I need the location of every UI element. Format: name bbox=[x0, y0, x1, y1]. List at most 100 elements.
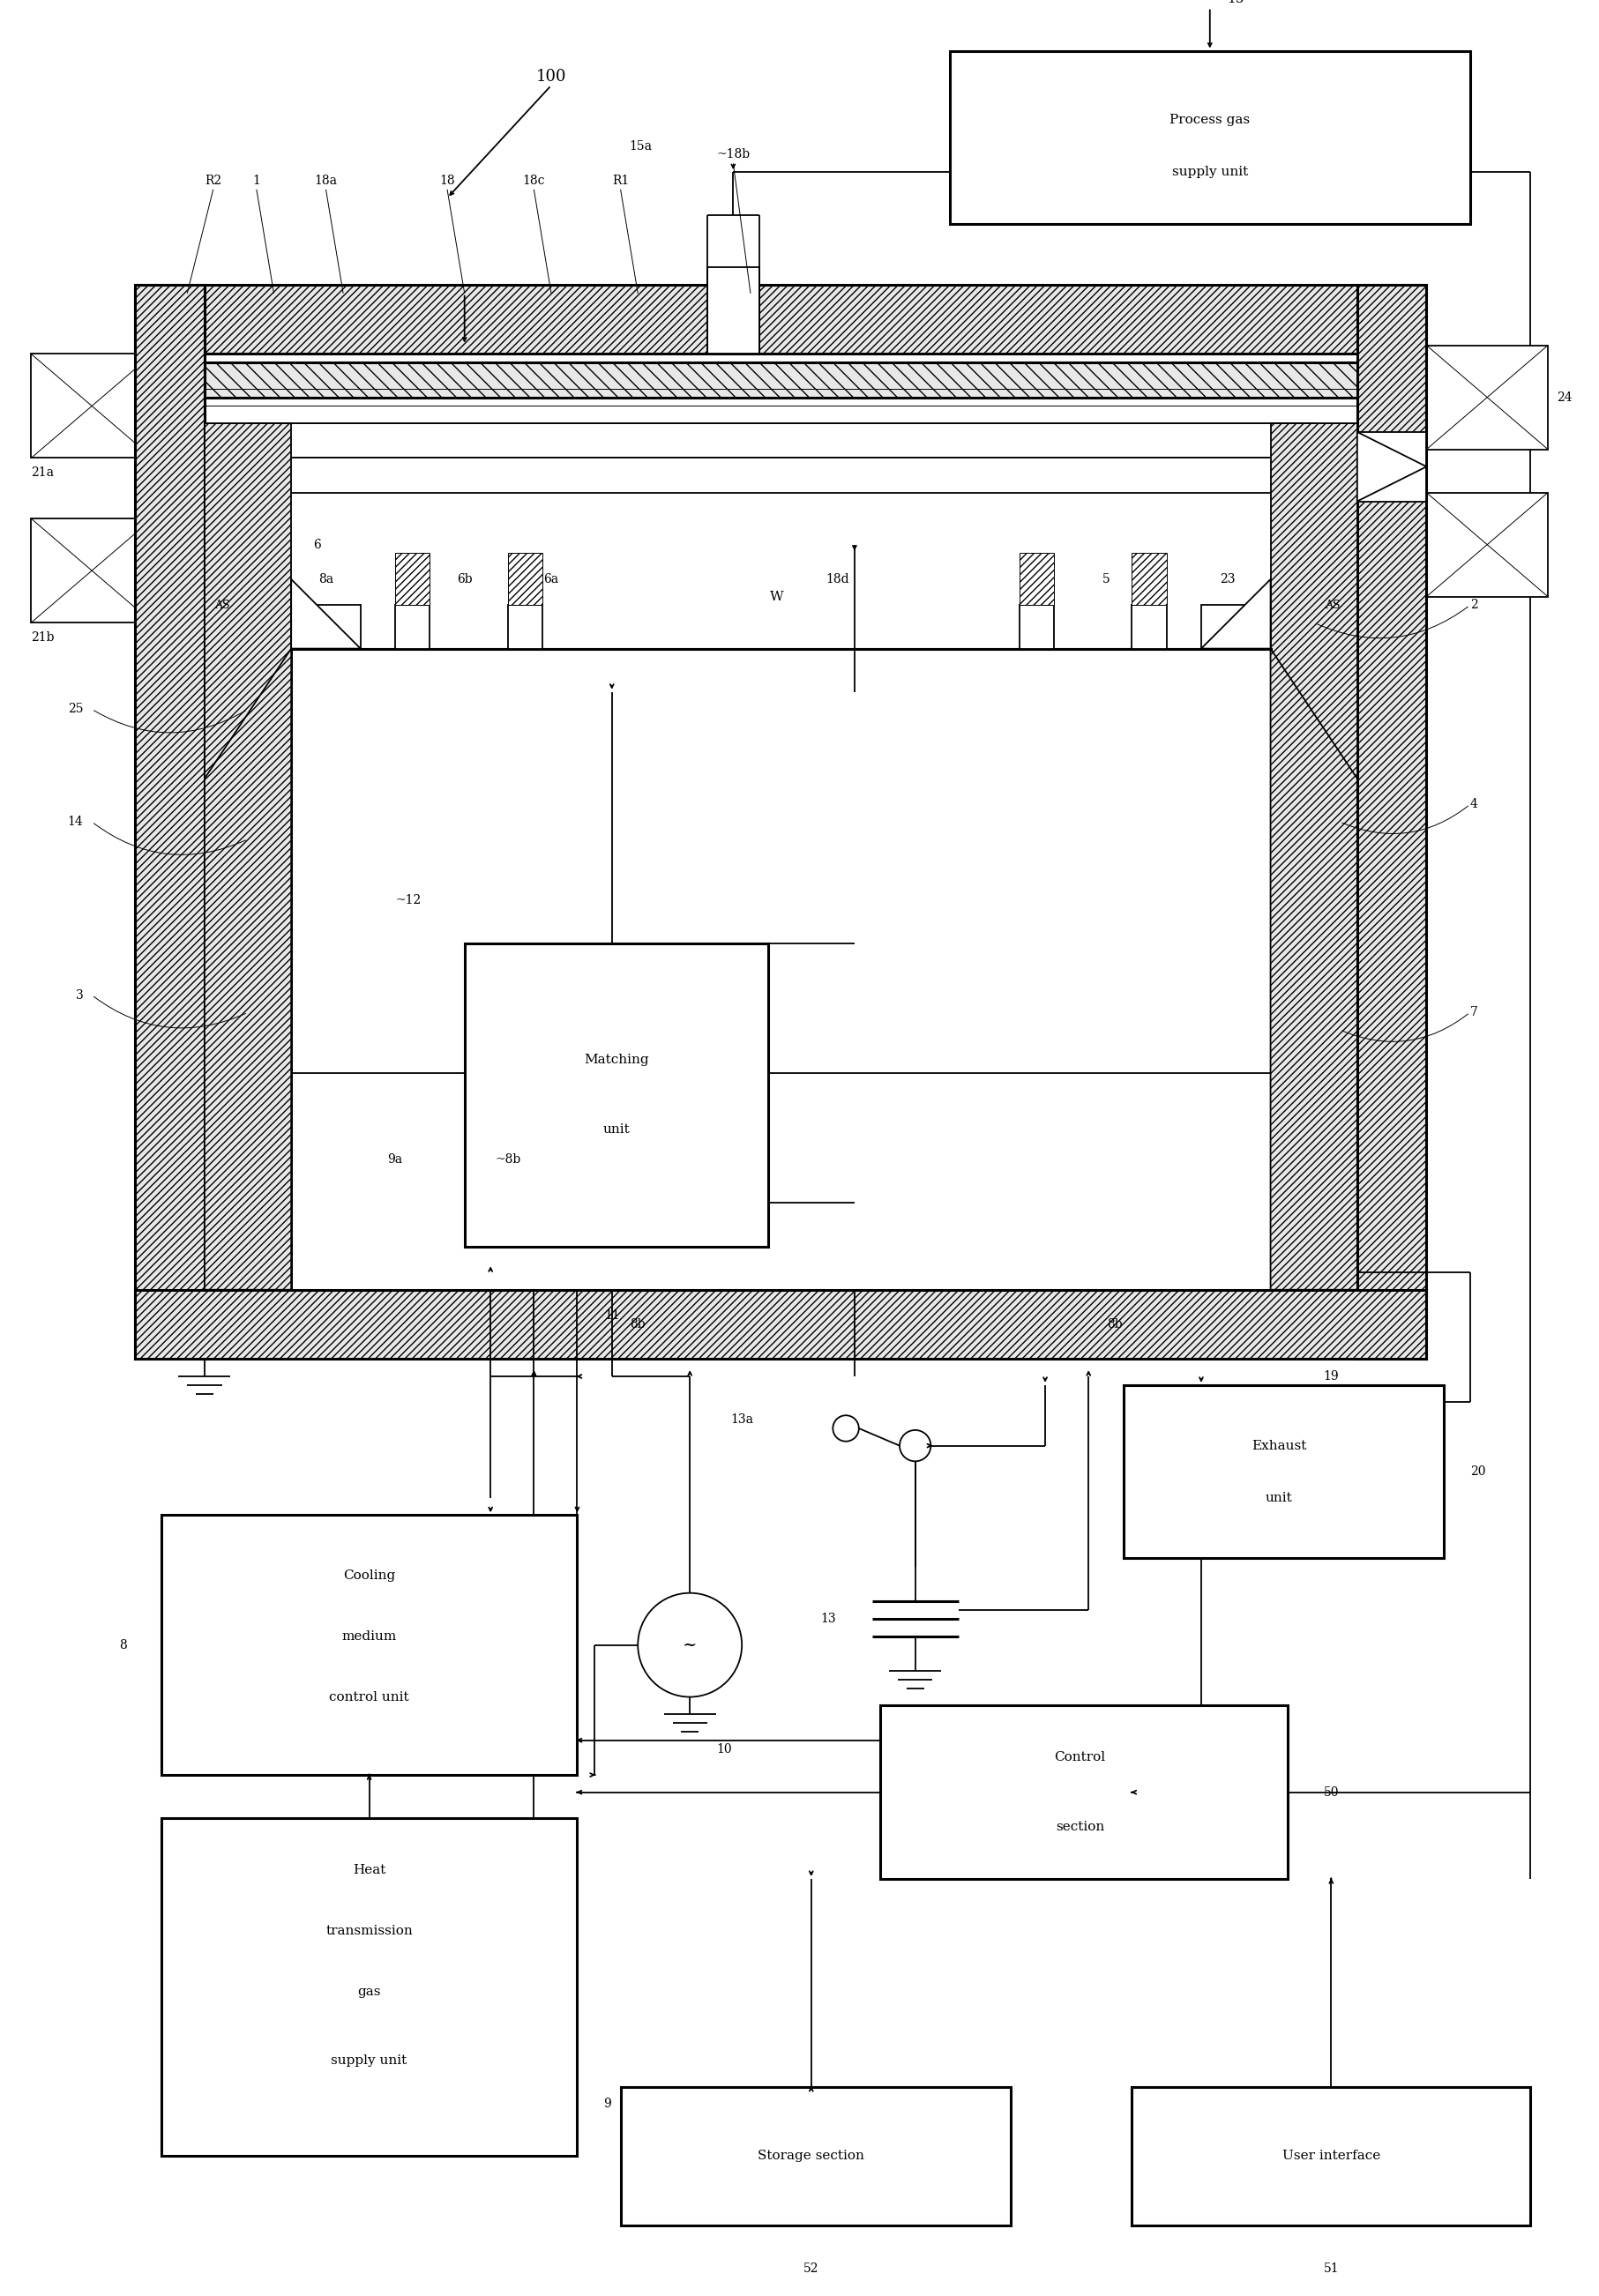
Bar bbox=[881, 1706, 1287, 1878]
Bar bbox=[1426, 344, 1548, 450]
Text: 19: 19 bbox=[1324, 1371, 1338, 1382]
Text: ~8b: ~8b bbox=[496, 1153, 521, 1166]
Text: ~18b: ~18b bbox=[716, 149, 750, 161]
Text: 25: 25 bbox=[67, 703, 83, 716]
Text: 18c: 18c bbox=[523, 174, 545, 186]
Text: Heat: Heat bbox=[353, 1864, 385, 1876]
Text: Storage section: Storage section bbox=[758, 2149, 865, 2163]
Text: 51: 51 bbox=[1324, 2262, 1338, 2275]
Text: 14: 14 bbox=[67, 815, 83, 829]
Text: 6a: 6a bbox=[544, 574, 558, 585]
Text: 52: 52 bbox=[803, 2262, 819, 2275]
Text: 18a: 18a bbox=[315, 174, 337, 186]
Bar bbox=[707, 266, 760, 354]
Text: 3: 3 bbox=[75, 990, 83, 1001]
Text: 2: 2 bbox=[1469, 599, 1477, 611]
Bar bbox=[1019, 606, 1054, 647]
Polygon shape bbox=[1201, 579, 1271, 647]
Text: unit: unit bbox=[603, 1123, 630, 1137]
Text: control unit: control unit bbox=[329, 1690, 409, 1704]
Bar bbox=[508, 606, 542, 647]
Text: 8b: 8b bbox=[1107, 1318, 1122, 1332]
Text: transmission: transmission bbox=[326, 1924, 413, 1938]
Bar bbox=[620, 2087, 1011, 2225]
Text: unit: unit bbox=[1266, 1492, 1292, 1504]
Text: gas: gas bbox=[358, 1986, 381, 1998]
Text: 15a: 15a bbox=[628, 140, 652, 152]
Polygon shape bbox=[1358, 432, 1426, 501]
Text: 10: 10 bbox=[716, 1743, 732, 1754]
Bar bbox=[301, 606, 360, 647]
Bar bbox=[1271, 422, 1358, 1290]
Text: 100: 100 bbox=[536, 69, 566, 85]
Text: W: W bbox=[769, 590, 784, 604]
Text: 21b: 21b bbox=[32, 631, 54, 643]
Text: 18: 18 bbox=[440, 174, 456, 186]
Text: 5: 5 bbox=[1102, 574, 1110, 585]
Text: 20: 20 bbox=[1469, 1465, 1485, 1479]
Text: 9a: 9a bbox=[387, 1153, 403, 1166]
Text: R1: R1 bbox=[612, 174, 628, 186]
Text: Matching: Matching bbox=[584, 1054, 649, 1065]
Text: AS: AS bbox=[214, 599, 230, 611]
Text: R2: R2 bbox=[205, 174, 222, 186]
Bar bbox=[205, 422, 291, 1290]
Text: 11: 11 bbox=[604, 1309, 620, 1322]
Text: 24: 24 bbox=[1556, 390, 1572, 404]
Bar bbox=[248, 457, 1314, 494]
Bar bbox=[248, 422, 1314, 457]
Text: 23: 23 bbox=[1220, 574, 1234, 585]
Bar bbox=[32, 354, 152, 457]
Text: AS: AS bbox=[1324, 599, 1340, 611]
Text: 4: 4 bbox=[1469, 799, 1477, 810]
Bar bbox=[205, 363, 1358, 397]
Text: 8: 8 bbox=[118, 1639, 126, 1651]
Bar bbox=[465, 944, 768, 1247]
Bar bbox=[950, 51, 1469, 225]
Text: Control: Control bbox=[1054, 1752, 1105, 1763]
Text: 8a: 8a bbox=[318, 574, 334, 585]
Text: 8b: 8b bbox=[630, 1318, 646, 1332]
Bar bbox=[395, 553, 430, 606]
Text: 7: 7 bbox=[1469, 1006, 1477, 1019]
Bar bbox=[161, 1515, 577, 1775]
Text: 1: 1 bbox=[253, 174, 261, 186]
Polygon shape bbox=[1271, 647, 1358, 1290]
Text: section: section bbox=[1055, 1821, 1105, 1832]
Bar bbox=[395, 606, 430, 647]
Polygon shape bbox=[205, 647, 291, 1290]
Bar bbox=[205, 354, 1358, 1290]
Text: 13a: 13a bbox=[731, 1414, 753, 1426]
Text: 6b: 6b bbox=[457, 574, 472, 585]
Bar bbox=[136, 285, 205, 1359]
Bar bbox=[136, 1290, 1426, 1359]
Bar bbox=[1358, 285, 1426, 1359]
Bar bbox=[1132, 606, 1167, 647]
Bar bbox=[1426, 494, 1548, 597]
Text: 18d: 18d bbox=[825, 574, 849, 585]
Bar bbox=[32, 519, 152, 622]
Bar bbox=[161, 1818, 577, 2156]
Bar bbox=[1358, 432, 1426, 501]
Text: 21a: 21a bbox=[32, 466, 54, 480]
Text: Process gas: Process gas bbox=[1170, 115, 1250, 126]
Text: User interface: User interface bbox=[1282, 2149, 1380, 2163]
Text: 15: 15 bbox=[1226, 0, 1244, 5]
Text: medium: medium bbox=[342, 1630, 397, 1642]
Text: 13: 13 bbox=[820, 1612, 836, 1626]
Text: 50: 50 bbox=[1324, 1786, 1338, 1798]
Bar bbox=[136, 285, 1426, 354]
Text: ~: ~ bbox=[683, 1637, 697, 1653]
Text: 6: 6 bbox=[313, 540, 321, 551]
Text: supply unit: supply unit bbox=[1172, 165, 1247, 179]
Polygon shape bbox=[291, 579, 360, 647]
Text: Exhaust: Exhaust bbox=[1252, 1440, 1306, 1451]
Bar bbox=[1132, 553, 1167, 606]
Bar bbox=[1132, 2087, 1530, 2225]
Bar bbox=[1201, 606, 1262, 647]
Bar bbox=[291, 647, 1271, 1290]
Text: 9: 9 bbox=[603, 2099, 611, 2110]
Text: Cooling: Cooling bbox=[344, 1570, 395, 1582]
Text: supply unit: supply unit bbox=[331, 2055, 408, 2066]
Text: ~12: ~12 bbox=[395, 893, 421, 907]
